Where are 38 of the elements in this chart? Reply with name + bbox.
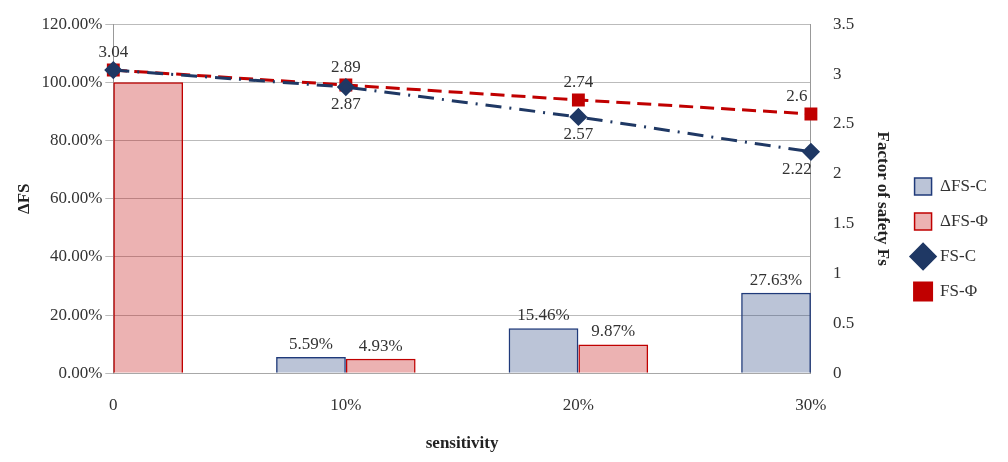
y-tick-label: 60.00% <box>49 188 103 208</box>
legend-label: FS-C <box>940 245 976 265</box>
y2-tick-label: 3.5 <box>832 13 855 33</box>
data-label: 15.46% <box>517 305 570 325</box>
y-axis-title: ΔFS <box>13 183 33 214</box>
data-label: 2.89 <box>330 56 361 76</box>
y-tick-label: 80.00% <box>49 130 103 149</box>
y2-tick-label: 1.5 <box>832 213 855 233</box>
legend-label: ΔFS-C <box>940 175 987 195</box>
data-label: 2.6 <box>786 85 808 105</box>
data-label: 5.59% <box>289 333 333 353</box>
data-label: 4.93% <box>358 335 403 355</box>
x-tick-label: 10% <box>330 394 362 414</box>
data-label: 27.63% <box>749 269 803 289</box>
y2-axis-title: Factor of safety Fs <box>873 131 893 267</box>
legend-label: FS-Φ <box>940 280 978 300</box>
y-tick-label: 100.00% <box>41 71 103 91</box>
data-label: 9.87% <box>591 321 636 341</box>
y2-tick-label: 1 <box>832 262 842 282</box>
y-tick-label: 20.00% <box>49 304 103 324</box>
data-label: 3.04 <box>98 42 129 62</box>
data-label: 2.87 <box>330 93 362 113</box>
x-tick-label: 30% <box>795 394 827 414</box>
y2-tick-label: 2 <box>832 163 842 183</box>
y-tick-label: 0.00% <box>58 362 103 382</box>
y-tick-label: 120.00% <box>41 13 103 33</box>
y2-tick-label: 3 <box>832 63 842 83</box>
x-axis-title: sensitivity <box>425 433 499 453</box>
y2-tick-label: 0 <box>832 362 842 382</box>
y-tick-label: 40.00% <box>49 246 103 266</box>
data-label: 2.57 <box>563 123 594 143</box>
y2-tick-label: 2.5 <box>832 113 855 133</box>
x-tick-label: 20% <box>562 394 594 414</box>
legend-label: ΔFS-Φ <box>940 210 989 230</box>
data-label: 2.22 <box>782 158 812 178</box>
data-label: 2.74 <box>563 71 594 91</box>
y2-tick-label: 0.5 <box>832 312 855 332</box>
x-tick-label: 0 <box>109 394 118 414</box>
